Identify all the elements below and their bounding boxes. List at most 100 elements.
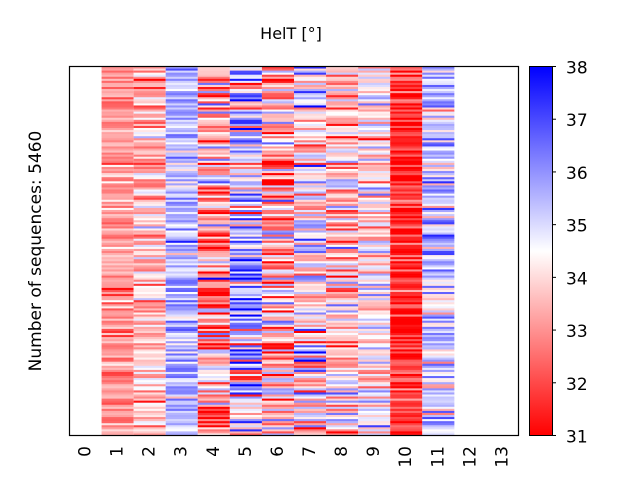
heatmap-cell [165,351,198,354]
heatmap-cell [422,240,455,244]
heatmap-cell [422,177,455,180]
heatmap-cell [165,246,198,250]
heatmap-cell [261,68,294,71]
heatmap-cell [358,123,391,127]
heatmap-cell [165,277,198,280]
heatmap-cell [358,257,391,260]
heatmap-cell [326,431,359,434]
heatmap-cell [197,205,230,209]
heatmap-cell [101,400,134,403]
heatmap-cell [229,140,262,143]
heatmap-cell [101,345,134,348]
heatmap-cell [422,410,455,414]
heatmap-cell [197,144,230,147]
heatmap-cell [326,371,359,375]
heatmap-cell [101,357,134,360]
heatmap-cell [261,369,294,373]
heatmap-cell [261,119,294,123]
heatmap-cell [165,70,198,73]
heatmap-cell [326,429,359,432]
heatmap-cell [390,107,423,110]
heatmap-cell [326,203,359,207]
heatmap-cell [294,103,327,106]
heatmap-cell [422,146,455,149]
heatmap-cell [197,89,230,92]
heatmap-cell [261,355,294,358]
heatmap-cell [133,142,166,145]
heatmap-cell [422,283,455,287]
heatmap-cell [358,421,391,424]
heatmap-cell [390,396,423,399]
heatmap-cell [294,267,327,270]
heatmap-cell [101,335,134,338]
heatmap-cell [229,138,262,141]
heatmap-cell [133,345,166,348]
heatmap-cell [165,402,198,406]
heatmap-cell [358,197,391,201]
x-tick-label: 8 [332,446,352,457]
heatmap-cell [390,289,423,293]
heatmap-cell [358,419,391,422]
heatmap-cell [165,345,198,348]
heatmap-cell [165,242,198,246]
x-tick-label: 9 [364,446,384,457]
heatmap-cell [390,91,423,94]
heatmap-cell [261,423,294,426]
heatmap-cell [390,431,423,434]
heatmap-cell [358,97,391,100]
heatmap-cell [165,285,198,289]
heatmap-cell [165,431,198,434]
heatmap-cell [294,156,327,160]
heatmap-cell [358,244,391,248]
heatmap-cell [229,398,262,401]
heatmap-cell [261,72,294,75]
heatmap-cell [358,181,391,184]
heatmap-cell [294,140,327,143]
heatmap-cell [165,322,198,326]
heatmap-cell [197,125,230,129]
heatmap-cell [133,263,166,266]
heatmap-cell [390,173,423,176]
heatmap-cell [294,392,327,395]
heatmap-cell [133,109,166,112]
heatmap-cell [326,326,359,330]
heatmap-cell [261,415,294,418]
heatmap-cell [358,355,391,358]
heatmap-cell [326,228,359,231]
heatmap-cell [229,189,262,192]
heatmap-cell [101,101,134,104]
heatmap-cell [229,412,262,416]
heatmap-cell [261,164,294,168]
heatmap-cell [358,259,391,262]
heatmap-cell [101,369,134,373]
heatmap-cell [101,138,134,141]
heatmap-cell [229,125,262,129]
heatmap-cell [229,345,262,348]
heatmap-cell [294,66,327,69]
heatmap-cell [358,203,391,207]
heatmap-cell [229,289,262,293]
heatmap-cell [261,91,294,94]
colorbar-tick-label: 33 [566,322,588,342]
heatmap-cell [133,119,166,123]
heatmap-cell [358,261,391,264]
heatmap-cell [261,378,294,381]
heatmap-cell [261,425,294,428]
heatmap-cell [101,273,134,276]
heatmap-cell [358,158,391,162]
heatmap-cell [294,281,327,285]
heatmap-cell [229,363,262,367]
heatmap-cell [101,146,134,149]
heatmap-cell [165,398,198,401]
heatmap-cell [422,115,455,119]
heatmap-cell [261,302,294,305]
heatmap-cell [101,433,134,436]
heatmap-cell [133,74,166,78]
heatmap-cell [261,244,294,248]
heatmap-cell [229,119,262,123]
heatmap-cell [261,166,294,170]
heatmap-cell [165,337,198,340]
heatmap-cell [294,365,327,369]
heatmap-cell [229,394,262,397]
heatmap-cell [422,357,455,360]
